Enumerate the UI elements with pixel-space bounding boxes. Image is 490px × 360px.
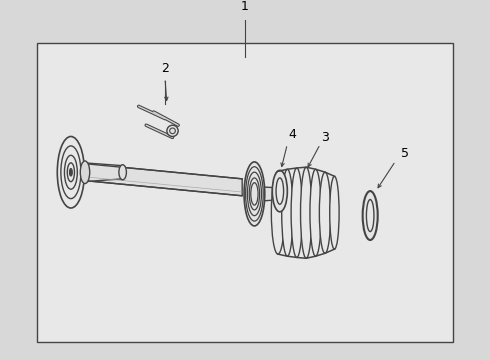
Text: 1: 1	[241, 0, 249, 13]
Ellipse shape	[244, 162, 265, 226]
Text: 3: 3	[321, 131, 329, 144]
Ellipse shape	[310, 169, 321, 256]
Ellipse shape	[291, 168, 302, 257]
Ellipse shape	[57, 136, 84, 208]
Ellipse shape	[367, 199, 374, 231]
FancyBboxPatch shape	[37, 44, 453, 342]
Polygon shape	[254, 186, 283, 202]
Polygon shape	[86, 164, 242, 196]
Ellipse shape	[279, 186, 287, 202]
Ellipse shape	[276, 178, 284, 204]
Ellipse shape	[80, 161, 90, 184]
Text: 2: 2	[161, 62, 169, 75]
Ellipse shape	[363, 191, 378, 240]
Ellipse shape	[70, 168, 73, 176]
Ellipse shape	[167, 125, 178, 136]
Ellipse shape	[300, 167, 312, 258]
Ellipse shape	[271, 171, 285, 254]
Ellipse shape	[272, 170, 287, 212]
Polygon shape	[84, 163, 122, 182]
Ellipse shape	[119, 165, 126, 180]
Text: 4: 4	[288, 128, 296, 141]
Ellipse shape	[282, 169, 293, 256]
Text: 5: 5	[401, 147, 409, 160]
Ellipse shape	[330, 176, 339, 249]
Ellipse shape	[319, 172, 331, 253]
